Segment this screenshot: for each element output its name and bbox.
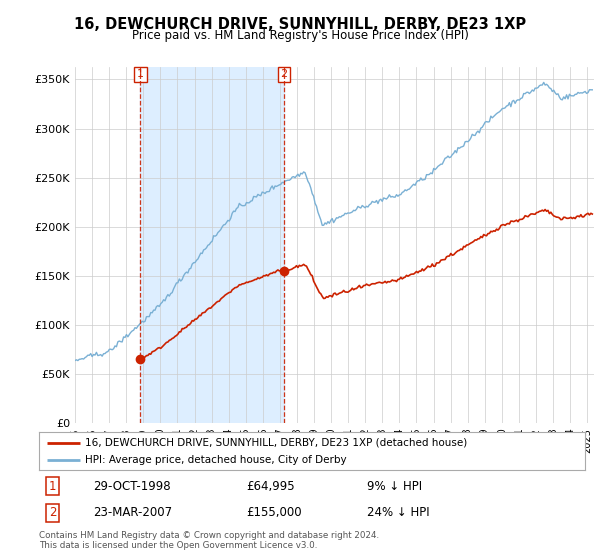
Text: 16, DEWCHURCH DRIVE, SUNNYHILL, DERBY, DE23 1XP (detached house): 16, DEWCHURCH DRIVE, SUNNYHILL, DERBY, D… [85, 437, 467, 447]
Text: 16, DEWCHURCH DRIVE, SUNNYHILL, DERBY, DE23 1XP: 16, DEWCHURCH DRIVE, SUNNYHILL, DERBY, D… [74, 17, 526, 32]
Text: Contains HM Land Registry data © Crown copyright and database right 2024.
This d: Contains HM Land Registry data © Crown c… [39, 531, 379, 550]
Text: 24% ↓ HPI: 24% ↓ HPI [367, 506, 429, 519]
Text: £155,000: £155,000 [247, 506, 302, 519]
Text: Price paid vs. HM Land Registry's House Price Index (HPI): Price paid vs. HM Land Registry's House … [131, 29, 469, 42]
Text: HPI: Average price, detached house, City of Derby: HPI: Average price, detached house, City… [85, 455, 347, 465]
Text: 1: 1 [137, 69, 144, 80]
Text: 2: 2 [281, 69, 287, 80]
Text: 29-OCT-1998: 29-OCT-1998 [94, 479, 171, 493]
Text: 9% ↓ HPI: 9% ↓ HPI [367, 479, 422, 493]
Text: 23-MAR-2007: 23-MAR-2007 [94, 506, 173, 519]
Text: 1: 1 [49, 479, 56, 493]
Text: £64,995: £64,995 [247, 479, 295, 493]
Bar [140, 67, 284, 423]
Text: 2: 2 [49, 506, 56, 519]
